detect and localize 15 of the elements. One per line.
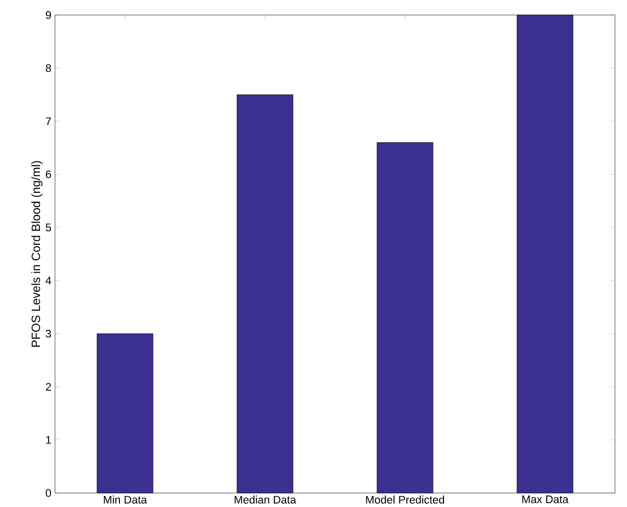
y-tick-label: 9 — [46, 11, 51, 19]
y-tick-label: 8 — [46, 64, 51, 72]
y-tick-label: 3 — [46, 330, 51, 338]
y-axis-title: PFOS Levels in Cord Blood (ng/ml) — [31, 161, 42, 347]
x-tick-label: Max Data — [522, 496, 569, 504]
x-tick-label: Median Data — [234, 496, 296, 504]
y-tick-label: 4 — [46, 276, 52, 284]
y-tick-label: 0 — [46, 489, 52, 497]
y-tick-label: 5 — [46, 224, 51, 232]
x-tick-label: Min Data — [104, 496, 147, 504]
y-tick-label: 7 — [46, 117, 51, 126]
y-tick-label: 6 — [46, 170, 51, 178]
x-tick-label: Model Predicted — [366, 496, 444, 504]
y-tick-label: 2 — [46, 382, 51, 391]
y-tick-label: 1 — [46, 436, 51, 444]
